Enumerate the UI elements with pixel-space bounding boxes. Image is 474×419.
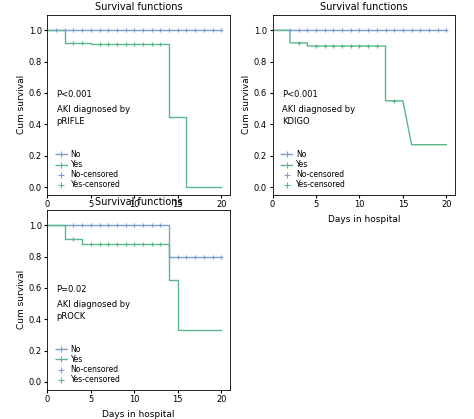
Y-axis label: Cum survival: Cum survival xyxy=(17,270,26,329)
Text: P<0.001: P<0.001 xyxy=(56,91,92,99)
Title: Survival functions: Survival functions xyxy=(320,3,408,13)
Text: pRIFLE: pRIFLE xyxy=(56,117,85,127)
Text: P<0.001: P<0.001 xyxy=(282,91,318,99)
Y-axis label: Cum survival: Cum survival xyxy=(17,75,26,134)
Y-axis label: Cum survival: Cum survival xyxy=(242,75,251,134)
Text: AKI diagnosed by: AKI diagnosed by xyxy=(282,105,355,114)
Text: KDIGO: KDIGO xyxy=(282,117,310,127)
Legend: No, Yes, No-censored, Yes-censored: No, Yes, No-censored, Yes-censored xyxy=(53,343,122,386)
Text: pROCK: pROCK xyxy=(56,312,86,321)
Text: AKI diagnosed by: AKI diagnosed by xyxy=(56,105,130,114)
Legend: No, Yes, No-censored, Yes-censored: No, Yes, No-censored, Yes-censored xyxy=(278,148,347,191)
Text: P=0.02: P=0.02 xyxy=(56,285,87,294)
X-axis label: Days in hospital: Days in hospital xyxy=(328,215,400,224)
X-axis label: Days in hospital: Days in hospital xyxy=(102,215,175,224)
Legend: No, Yes, No-censored, Yes-censored: No, Yes, No-censored, Yes-censored xyxy=(53,148,122,191)
Title: Survival functions: Survival functions xyxy=(95,3,182,13)
Title: Survival functions: Survival functions xyxy=(95,197,182,207)
Text: AKI diagnosed by: AKI diagnosed by xyxy=(56,300,130,308)
X-axis label: Days in hospital: Days in hospital xyxy=(102,410,175,419)
